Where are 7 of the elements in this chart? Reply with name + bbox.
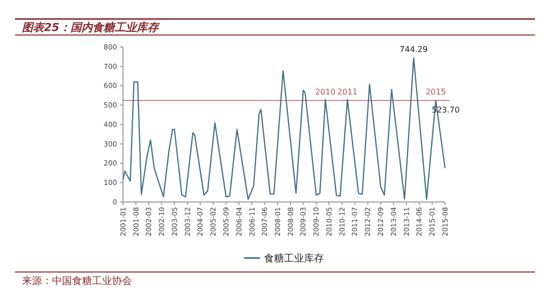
chart-title: 图表25：国内食糖工业库存 <box>22 21 160 34</box>
annotation: 2011 <box>337 88 358 97</box>
annotation: 2010 <box>315 88 336 97</box>
source-note: 来源：中国食糖工业协会 <box>22 275 132 287</box>
annotation: 744.29 <box>400 44 428 54</box>
annotation: 2015 <box>426 88 446 97</box>
legend-label: 食糖工业库存 <box>264 252 324 264</box>
